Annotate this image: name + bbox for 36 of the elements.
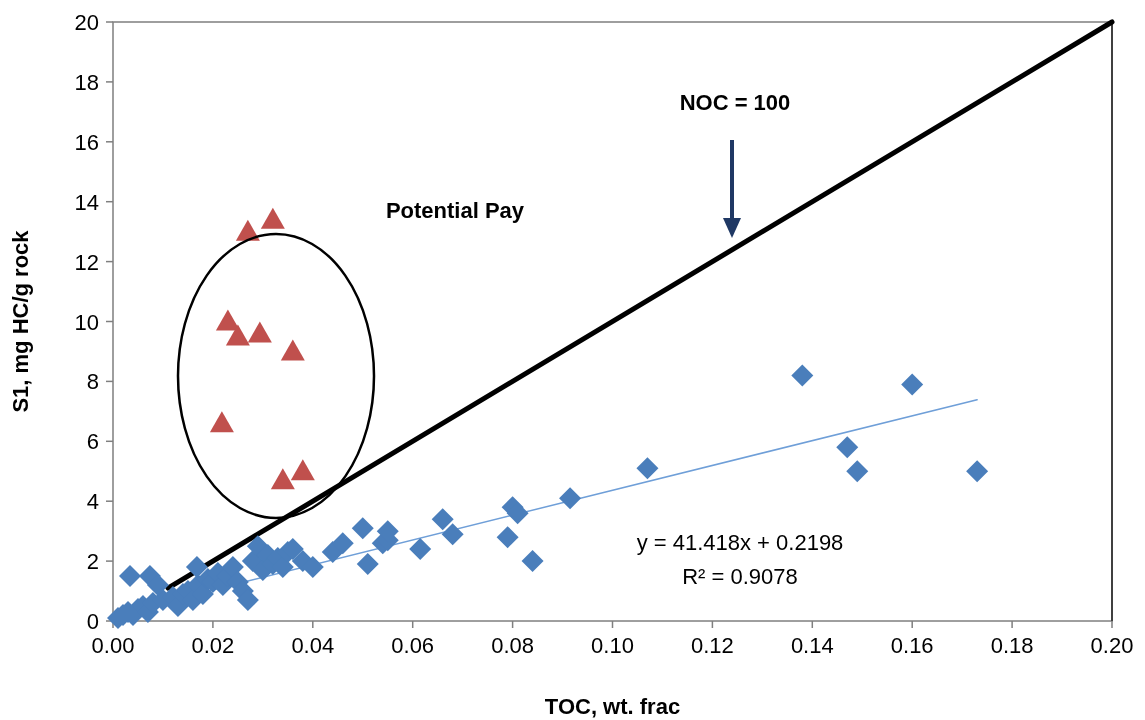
annotation: y = 41.418x + 0.2198 bbox=[636, 530, 844, 555]
y-tick-label: 18 bbox=[74, 69, 99, 95]
x-axis-title: TOC, wt. frac bbox=[544, 694, 681, 719]
y-tick-label: 20 bbox=[74, 10, 99, 35]
annotation: NOC = 100 bbox=[679, 90, 791, 115]
y-tick-label: 4 bbox=[86, 489, 99, 515]
x-tick-label: 0.08 bbox=[491, 633, 535, 658]
x-tick-label: 0.00 bbox=[91, 633, 135, 658]
y-tick-label: 8 bbox=[86, 369, 99, 395]
point bbox=[225, 324, 250, 346]
point bbox=[215, 309, 240, 331]
point bbox=[247, 321, 272, 343]
annotation: Potential Pay bbox=[385, 198, 525, 223]
annotation: R² = 0.9078 bbox=[682, 564, 798, 589]
y-tick-label: 12 bbox=[74, 249, 99, 275]
y-tick-label: 0 bbox=[86, 609, 99, 634]
y-tick-label: 6 bbox=[86, 429, 99, 455]
x-tick-label: 0.10 bbox=[591, 633, 634, 658]
point bbox=[260, 207, 285, 229]
x-tick-label: 0.20 bbox=[1090, 633, 1134, 658]
point bbox=[290, 459, 315, 481]
x-tick-label: 0.16 bbox=[890, 633, 934, 658]
x-tick-label: 0.06 bbox=[391, 633, 435, 658]
x-tick-label: 0.12 bbox=[690, 633, 734, 658]
y-tick-label: 14 bbox=[74, 189, 99, 215]
y-axis-title: S1, mg HC/g rock bbox=[8, 229, 33, 413]
x-tick-label: 0.14 bbox=[790, 633, 834, 658]
y-tick-label: 10 bbox=[74, 309, 99, 335]
point bbox=[280, 339, 305, 361]
x-tick-label: 0.04 bbox=[291, 633, 335, 658]
y-tick-label: 16 bbox=[74, 129, 99, 155]
point bbox=[270, 468, 295, 490]
x-tick-label: 0.18 bbox=[990, 633, 1034, 658]
y-tick-label: 2 bbox=[86, 549, 99, 575]
x-tick-label: 0.02 bbox=[191, 633, 235, 658]
point bbox=[209, 411, 234, 433]
